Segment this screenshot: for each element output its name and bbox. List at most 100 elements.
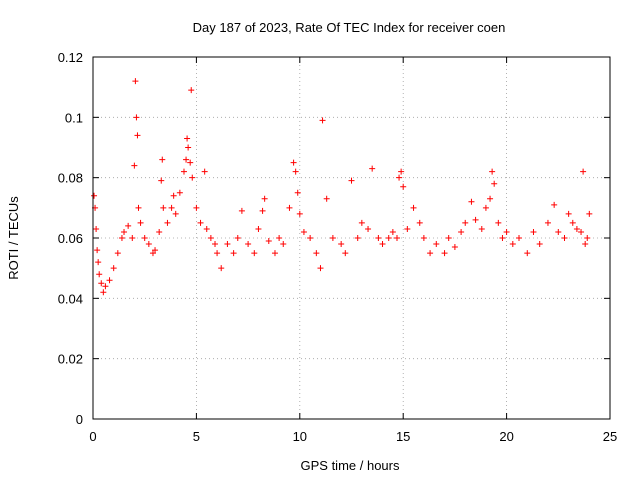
data-point (176, 189, 183, 196)
data-point (183, 156, 190, 163)
data-point (152, 247, 159, 254)
data-point (300, 228, 307, 235)
data-point (141, 235, 148, 241)
data-point (433, 241, 440, 248)
data-point (451, 244, 458, 251)
data-point (404, 225, 411, 232)
data-point (329, 235, 336, 241)
data-point (271, 250, 278, 257)
data-point (338, 241, 345, 248)
x-tick-label: 10 (293, 429, 307, 444)
data-point (416, 219, 423, 226)
data-point (487, 195, 494, 202)
data-point (472, 216, 479, 223)
data-point (307, 235, 314, 241)
data-point (286, 204, 293, 211)
data-point (131, 162, 138, 169)
data-point (118, 235, 125, 241)
data-point (410, 204, 417, 211)
data-point (396, 174, 403, 181)
data-point (503, 228, 510, 235)
data-point (170, 192, 177, 199)
data-point (509, 241, 516, 248)
data-point (91, 192, 98, 199)
data-point (197, 219, 204, 226)
data-point (530, 228, 537, 235)
data-point (578, 228, 585, 235)
data-point (565, 210, 572, 217)
gridlines (93, 57, 610, 419)
data-point (379, 241, 386, 248)
data-point (164, 219, 171, 226)
data-point (323, 195, 330, 202)
data-point (132, 78, 139, 85)
data-point (245, 241, 252, 248)
data-point (218, 265, 225, 272)
data-point (348, 177, 355, 184)
data-point (573, 225, 580, 232)
data-point (420, 235, 427, 241)
data-point (265, 238, 272, 245)
data-point (516, 235, 523, 241)
data-point (491, 180, 498, 187)
data-point (207, 235, 214, 241)
data-point (555, 228, 562, 235)
x-tick-label: 0 (89, 429, 96, 444)
data-point (129, 235, 136, 241)
data-point (201, 168, 208, 175)
data-point (358, 219, 365, 226)
data-point (393, 235, 400, 241)
data-point (125, 222, 132, 229)
data-point (96, 271, 103, 278)
data-point (251, 250, 258, 257)
data-point (214, 250, 221, 257)
data-point (145, 241, 152, 248)
data-point (499, 235, 506, 241)
data-point (234, 235, 241, 241)
y-tick-label: 0.08 (58, 171, 83, 186)
data-point (458, 228, 465, 235)
data-point (398, 168, 405, 175)
data-point (389, 228, 396, 235)
data-point (156, 228, 163, 235)
data-point (375, 235, 382, 241)
data-point (551, 201, 558, 208)
data-point (489, 168, 496, 175)
x-tick-label: 25 (603, 429, 617, 444)
data-point (188, 87, 195, 94)
data-point (280, 241, 287, 248)
data-point (462, 219, 469, 226)
data-point (427, 250, 434, 257)
data-point (294, 189, 301, 196)
data-point (110, 265, 117, 272)
data-point (259, 207, 266, 214)
data-point (187, 159, 194, 166)
y-tick-label: 0.02 (58, 352, 83, 367)
data-point (276, 235, 283, 241)
data-point (313, 250, 320, 257)
data-point (400, 183, 407, 190)
data-point (468, 198, 475, 205)
data-point (137, 219, 144, 226)
data-point (93, 225, 100, 232)
data-point (569, 219, 576, 226)
data-point (133, 114, 140, 121)
data-point (584, 235, 591, 241)
data-point (159, 156, 166, 163)
data-point (230, 250, 237, 257)
data-point (168, 204, 175, 211)
data-point (319, 117, 326, 124)
data-point (317, 265, 324, 272)
x-tick-label: 15 (396, 429, 410, 444)
data-point (189, 174, 196, 181)
data-point (180, 168, 187, 175)
data-point (135, 204, 142, 211)
data-point (524, 250, 531, 257)
data-point (441, 250, 448, 257)
y-tick-label: 0.1 (65, 110, 83, 125)
data-point (160, 204, 167, 211)
data-point (193, 204, 200, 211)
x-tick-label: 20 (499, 429, 513, 444)
data-point (342, 250, 349, 257)
